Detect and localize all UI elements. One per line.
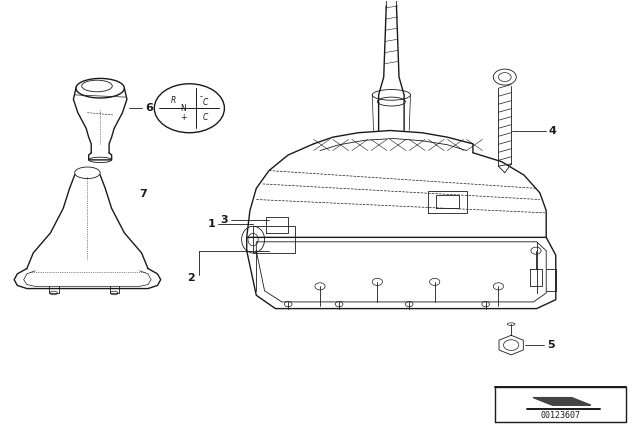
Text: 3: 3	[221, 215, 228, 224]
Text: C: C	[203, 99, 208, 108]
Text: 2: 2	[188, 273, 195, 283]
Text: N: N	[180, 104, 186, 113]
Text: 5: 5	[547, 340, 554, 350]
Text: 7: 7	[139, 189, 147, 199]
Text: -: -	[200, 93, 202, 102]
Text: R: R	[171, 96, 176, 105]
Text: 4: 4	[548, 125, 557, 135]
Polygon shape	[534, 398, 591, 405]
Text: +: +	[180, 112, 186, 122]
Text: C: C	[203, 112, 208, 122]
Text: 1: 1	[208, 219, 216, 229]
Text: 6: 6	[145, 103, 153, 113]
Text: 00123607: 00123607	[541, 411, 580, 420]
